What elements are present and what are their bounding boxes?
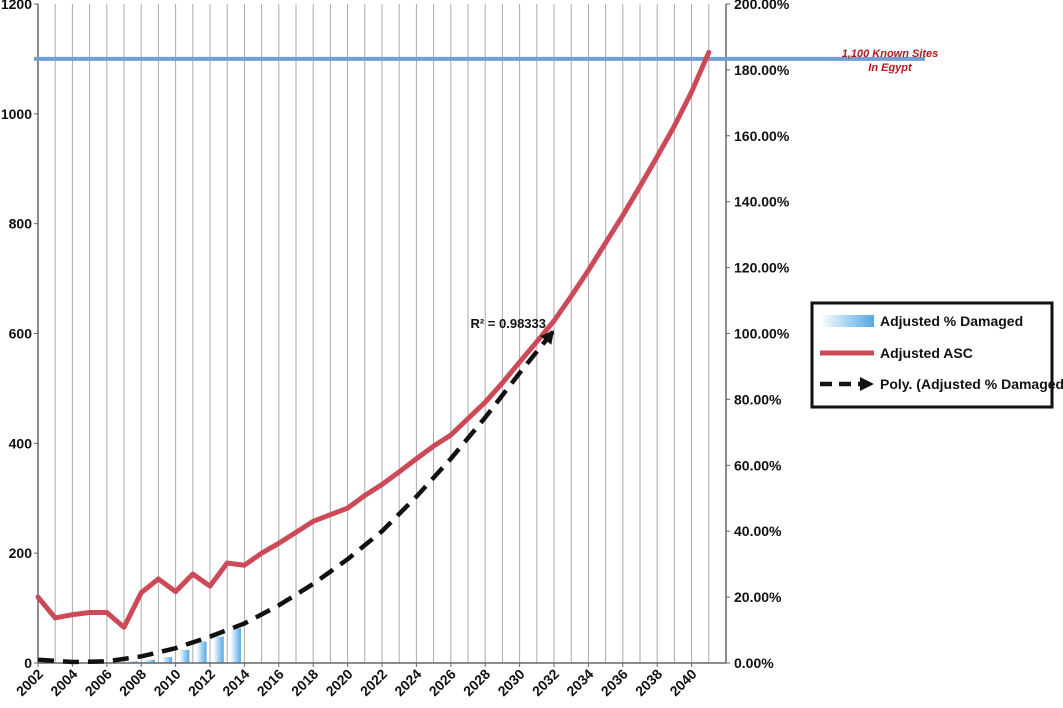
legend-label-adjusted-asc: Adjusted ASC <box>880 345 973 361</box>
legend-swatch-bar <box>820 315 874 327</box>
x-tick-label: 2022 <box>357 666 390 699</box>
x-tick-label: 2032 <box>529 666 562 699</box>
x-tick-label: 2008 <box>116 666 149 699</box>
y-right-tick-label: 0.00% <box>734 655 774 671</box>
y-right-tick-label: 120.00% <box>734 260 790 276</box>
reference-label-line2: In Egypt <box>868 62 913 74</box>
x-tick-label: 2020 <box>322 666 355 699</box>
r-squared-annotation: R² = 0.98333 <box>470 316 546 331</box>
reference-line: 1,100 Known Sites In Egypt <box>34 48 938 74</box>
y-right-tick-label: 160.00% <box>734 128 790 144</box>
bar-adjusted-percent-damaged <box>127 661 138 663</box>
x-tick-label: 2006 <box>82 666 115 699</box>
y-right-tick-label: 20.00% <box>734 589 782 605</box>
x-tick-label: 2012 <box>185 666 218 699</box>
y-left-tick-label: 1000 <box>1 106 32 122</box>
y-left-tick-label: 800 <box>9 216 33 232</box>
bar-adjusted-percent-damaged <box>230 628 241 663</box>
x-tick-label: 2026 <box>426 666 459 699</box>
x-tick-label: 2010 <box>150 666 183 699</box>
axes <box>34 3 730 667</box>
y-right-tick-label: 100.00% <box>734 326 790 342</box>
y-left-tick-label: 1200 <box>1 0 32 12</box>
y-right-tick-label: 40.00% <box>734 523 782 539</box>
bar-adjusted-percent-damaged <box>213 636 224 663</box>
x-tick-label: 2040 <box>666 666 699 699</box>
bar-adjusted-percent-damaged <box>161 657 173 663</box>
y-right-tick-label: 180.00% <box>734 62 790 78</box>
legend-label-adjusted-percent-damaged: Adjusted % Damaged <box>880 313 1023 329</box>
bar-adjusted-percent-damaged <box>196 641 207 663</box>
x-tick-label: 2014 <box>219 666 252 699</box>
x-tick-label: 2004 <box>47 666 80 699</box>
bar-adjusted-percent-damaged <box>144 659 155 663</box>
reference-label-line1: 1,100 Known Sites <box>842 48 939 60</box>
legend: Adjusted % Damaged Adjusted ASC Poly. (Adj… <box>810 301 1063 409</box>
line-adjusted-asc <box>35 49 712 630</box>
line-poly-trend <box>37 328 556 665</box>
grid <box>37 4 727 663</box>
x-tick-label: 2016 <box>254 666 287 699</box>
y-right-tick-label: 140.00% <box>734 194 790 210</box>
x-tick-label: 2028 <box>460 666 493 699</box>
y-right-tick-label: 200.00% <box>734 0 790 12</box>
poly-trend-arrowhead <box>540 330 554 345</box>
bar-adjusted-percent-damaged <box>179 649 190 663</box>
x-tick-label: 2002 <box>13 666 46 699</box>
series-lines <box>35 49 712 665</box>
legend-swatch-poly-arrow <box>860 377 874 391</box>
annotations: R² = 0.98333 <box>470 316 546 331</box>
y-right-tick-label: 60.00% <box>734 457 782 473</box>
y-left-tick-label: 200 <box>9 545 33 561</box>
y-right-tick-label: 80.00% <box>734 391 782 407</box>
x-tick-label: 2038 <box>632 666 665 699</box>
y-left-tick-label: 0 <box>24 655 32 671</box>
legend-label-poly-trend: Poly. (Adjusted % Damaged) <box>880 376 1063 392</box>
x-tick-label: 2024 <box>391 666 424 699</box>
y-left-tick-label: 400 <box>9 435 33 451</box>
y-left-tick-label: 600 <box>9 326 33 342</box>
x-tick-label: 2034 <box>563 666 596 699</box>
x-tick-label: 2036 <box>598 666 631 699</box>
x-tick-label: 2030 <box>494 666 527 699</box>
x-tick-label: 2018 <box>288 666 321 699</box>
tick-labels: 0 200 400 600 800 1000 1200 0.00% 20.00% 40.00% 60… <box>1 0 790 699</box>
